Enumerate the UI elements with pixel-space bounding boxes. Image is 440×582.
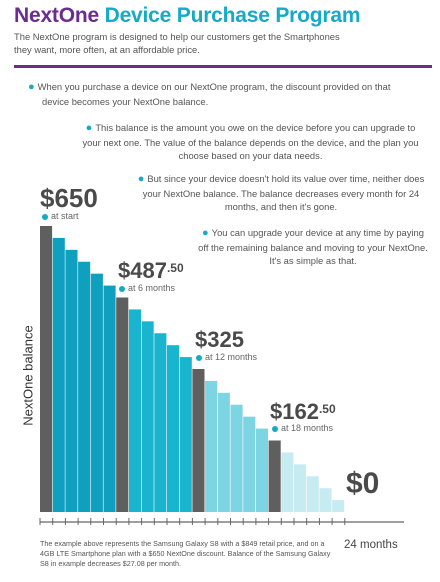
milestone-price-6: $487.50: [118, 258, 184, 283]
milestone-dot-icon: [272, 425, 278, 432]
milestone-price-18: $162.50: [270, 399, 336, 424]
bullet-2: ● This balance is the amount you owe on t…: [78, 121, 423, 163]
bullet-3: ● But since your device doesn't hold its …: [136, 172, 426, 214]
y-axis-label: NextOne balance: [20, 325, 36, 426]
bar-month-1: [52, 237, 65, 513]
bar-month-12: [192, 369, 205, 512]
bullet-3-text: But since your device doesn't hold its v…: [142, 173, 425, 213]
bar-month-13: [205, 380, 218, 512]
bar-month-15: [230, 404, 243, 512]
bar-month-5: [103, 285, 116, 512]
bullet-dot-icon: ●: [28, 81, 35, 93]
bar-month-19: [281, 452, 294, 512]
bullet-1: ● When you purchase a device on our NextO…: [28, 80, 438, 108]
bar-month-8: [141, 321, 154, 512]
bar-month-3: [78, 261, 91, 512]
bar-month-11: [179, 357, 192, 512]
bar-month-14: [217, 392, 230, 512]
bar-month-20: [294, 464, 307, 512]
bar-month-2: [65, 249, 78, 512]
milestone-price-start: $650: [40, 183, 98, 213]
bar-month-6: [116, 297, 129, 512]
bar-month-4: [90, 273, 103, 512]
page-title: NextOne Device Purchase Program: [14, 4, 361, 28]
bullet-dot-icon: ●: [137, 173, 145, 185]
milestone-dot-icon: [42, 213, 48, 220]
bar-month-9: [154, 333, 167, 512]
bar-month-0: [40, 226, 53, 512]
bullet-1-line2: device becomes your NextOne balance.: [42, 95, 209, 107]
bullet-dot-icon: ●: [85, 122, 93, 134]
bullet-2-text: This balance is the amount you owe on th…: [82, 122, 419, 162]
milestone-label-18: at 18 months: [272, 423, 333, 433]
milestone-price-end: $0: [346, 467, 380, 500]
milestone-dot-icon: [196, 354, 202, 361]
bullet-dot-icon: ●: [202, 227, 209, 239]
milestone-label-12: at 12 months: [196, 352, 257, 362]
divider: [14, 65, 432, 68]
bar-month-7: [128, 309, 141, 512]
intro-text: The NextOne program is designed to help …: [14, 31, 340, 55]
bullet-4: ● You can upgrade your device at any time…: [198, 226, 428, 268]
milestone-dot-icon: [119, 285, 125, 292]
bar-month-18: [268, 440, 281, 512]
title-rest: Device Purchase Program: [104, 4, 361, 27]
x-axis-label: 24 months: [344, 539, 398, 551]
bar-month-23: [332, 500, 345, 512]
milestone-label-start: at start: [42, 211, 79, 221]
footnote: The example above represents the Samsung…: [40, 539, 331, 568]
milestone-label-6: at 6 months: [119, 283, 175, 293]
bullet-4-text: You can upgrade your device at any time …: [198, 227, 428, 267]
title-brand: NextOne: [14, 4, 99, 27]
bar-month-16: [243, 416, 256, 512]
bullet-1-line1: When you purchase a device on our NextOn…: [37, 81, 391, 92]
bar-month-22: [319, 488, 332, 512]
bar-month-21: [306, 476, 319, 512]
bar-month-10: [167, 345, 180, 512]
milestone-price-12: $325: [195, 327, 244, 352]
bar-month-17: [255, 428, 268, 512]
